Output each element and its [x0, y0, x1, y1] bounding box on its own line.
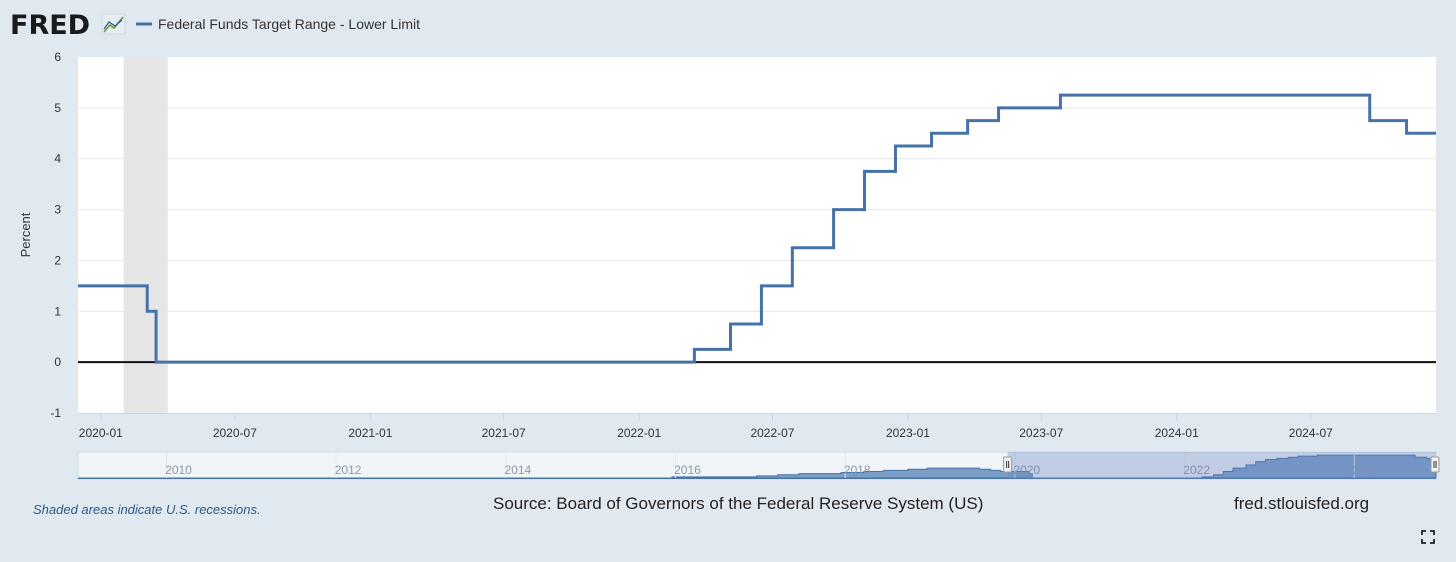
x-tick-label: 2020-01 — [79, 426, 123, 440]
x-tick-label: 2023-07 — [1019, 426, 1063, 440]
legend[interactable]: Federal Funds Target Range - Lower Limit — [136, 16, 420, 32]
y-axis: -1 0 1 2 3 4 5 6 — [50, 50, 61, 420]
y-tick-label: 4 — [54, 152, 61, 166]
x-axis: 2020-01 2020-07 2021-01 2021-07 2022-01 2022-… — [79, 413, 1333, 440]
fred-logo[interactable]: FRED — [10, 10, 126, 41]
navigator-handle-left[interactable] — [1003, 456, 1013, 473]
navigator-tick-label: 2010 — [165, 463, 192, 477]
navigator[interactable]: 2010 2012 2014 2016 2018 2020 2022 2024 — [77, 451, 1440, 480]
navigator-tick-label: 2022 — [1183, 463, 1210, 477]
fred-chart-logo-icon — [101, 13, 126, 35]
x-tick-label: 2020-07 — [213, 426, 257, 440]
fullscreen-icon[interactable] — [1421, 530, 1435, 544]
plot-area — [78, 57, 1436, 413]
recession-band — [123, 57, 168, 413]
navigator-tick-label: 2016 — [674, 463, 701, 477]
y-tick-label: -1 — [50, 406, 61, 420]
y-tick-label: 3 — [54, 203, 61, 217]
y-tick-label: 5 — [54, 101, 61, 115]
y-axis-label: Percent — [18, 212, 33, 257]
navigator-selected-range[interactable] — [1007, 452, 1436, 479]
y-tick-label: 0 — [54, 355, 61, 369]
legend-label: Federal Funds Target Range - Lower Limit — [158, 16, 420, 32]
x-tick-label: 2021-01 — [348, 426, 392, 440]
x-tick-label: 2023-01 — [886, 426, 930, 440]
navigator-tick-label: 2012 — [335, 463, 362, 477]
logo-text: FRED — [10, 10, 90, 41]
x-tick-label: 2022-07 — [750, 426, 794, 440]
navigator-handle-right[interactable] — [1430, 456, 1440, 473]
recession-layer — [123, 57, 168, 413]
navigator-tick-label: 2024 — [1353, 463, 1380, 477]
source-url[interactable]: fred.stlouisfed.org — [1234, 494, 1370, 513]
navigator-tick-label: 2018 — [844, 463, 871, 477]
x-tick-label: 2024-07 — [1289, 426, 1333, 440]
recession-note: Shaded areas indicate U.S. recessions. — [33, 502, 261, 517]
y-tick-label: 6 — [54, 50, 61, 64]
series-layer — [78, 93, 1436, 364]
x-tick-label: 2022-01 — [617, 426, 661, 440]
navigator-tick-label: 2020 — [1013, 463, 1040, 477]
x-tick-label: 2021-07 — [482, 426, 526, 440]
navigator-ticks: 2010 2012 2014 2016 2018 2020 2022 2024 — [78, 452, 1436, 479]
y-tick-label: 1 — [54, 304, 61, 318]
source-text: Source: Board of Governors of the Federa… — [493, 494, 984, 513]
series-line[interactable] — [78, 93, 1436, 364]
x-tick-label: 2024-01 — [1155, 426, 1199, 440]
navigator-tick-label: 2014 — [505, 463, 532, 477]
navigator-selection[interactable] — [1003, 452, 1440, 479]
y-tick-label: 2 — [54, 253, 61, 267]
